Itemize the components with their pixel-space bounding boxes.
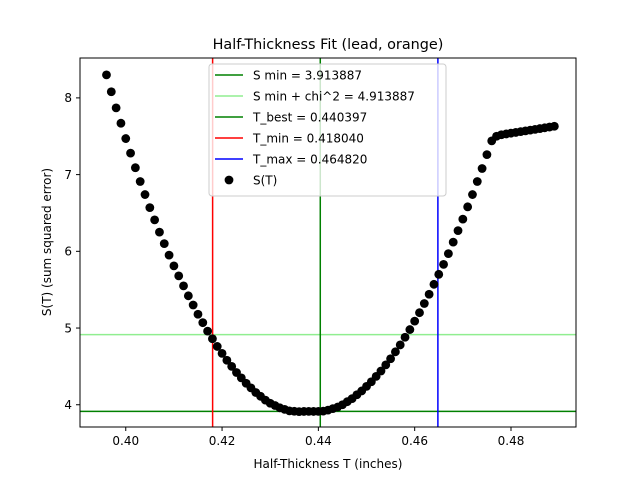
scatter-point [482, 150, 492, 160]
scatter-point [443, 249, 453, 259]
scatter-point [439, 259, 448, 269]
scatter-point [111, 103, 121, 113]
plot-frame [79, 57, 577, 428]
y-tick-label: 6 [64, 245, 72, 259]
x-axis-label: Half-Thickness T (inches) [254, 457, 403, 471]
x-tick-label: 0.44 [305, 434, 332, 448]
y-tick-label: 5 [64, 321, 72, 335]
x-tick-label: 0.42 [209, 434, 236, 448]
scatter-point [458, 214, 468, 224]
y-tick-label: 7 [64, 168, 72, 182]
legend-swatch-marker [224, 175, 234, 185]
scatter-point [468, 190, 477, 199]
scatter-point [106, 87, 116, 97]
scatter-point [424, 289, 434, 299]
legend-label: T_max = 0.464820 [252, 152, 367, 166]
scatter-point [448, 237, 458, 247]
scatter-point [429, 279, 439, 289]
legend-label: S min + chi^2 = 4.913887 [253, 89, 415, 103]
legend-label: T_best = 0.440397 [252, 110, 367, 124]
scatter-point [169, 261, 179, 271]
x-ticks-layer: 0.40 0.42 0.44 0.46 0.48 [112, 427, 524, 448]
scatter-point [126, 148, 135, 158]
scatter-point [376, 366, 386, 376]
scatter-layer [102, 70, 559, 417]
scatter-point [208, 334, 217, 344]
scatter-point [415, 308, 424, 318]
scatter-point [227, 361, 237, 371]
scatter-point [130, 163, 140, 173]
scatter-point [121, 134, 131, 143]
scatter-point [203, 326, 213, 336]
scatter-point [472, 177, 482, 186]
scatter-point [150, 215, 160, 225]
chart-title: Half-Thickness Fit (lead, orange) [213, 37, 444, 53]
x-tick-label: 0.40 [112, 434, 139, 448]
scatter-point [549, 121, 559, 131]
y-axis-label: S(T) (sum squared error) [40, 168, 54, 316]
y-tick-label: 8 [64, 91, 72, 105]
scatter-point [188, 300, 198, 310]
scatter-point [391, 347, 400, 357]
scatter-point [410, 316, 420, 326]
scatter-point [135, 177, 145, 186]
scatter-point [381, 360, 391, 370]
y-ticks-layer: 4 5 6 7 8 [64, 91, 80, 412]
y-tick-label: 4 [64, 398, 72, 412]
scatter-point [155, 227, 164, 237]
scatter-point [193, 309, 203, 319]
legend-label: S min = 3.913887 [253, 68, 362, 82]
scatter-point [198, 318, 208, 328]
scatter-point [386, 354, 396, 364]
scatter-point [434, 269, 444, 279]
scatter-point [217, 348, 227, 358]
scatter-point [164, 250, 174, 260]
scatter-point [102, 70, 111, 80]
legend-label: T_min = 0.418040 [252, 131, 364, 145]
scatter-point [183, 291, 193, 301]
scatter-point [140, 190, 150, 199]
scatter-point [400, 332, 410, 342]
scatter-point [159, 239, 169, 249]
scatter-point [477, 164, 487, 173]
scatter-point [453, 226, 463, 236]
scatter-point [222, 355, 232, 365]
scatter-point [116, 118, 126, 128]
scatter-point [212, 342, 222, 351]
scatter-point [395, 340, 405, 350]
x-tick-label: 0.46 [401, 434, 428, 448]
legend-box [208, 63, 447, 197]
scatter-point [405, 325, 415, 334]
legend: S min = 3.913887 S min + chi^2 = 4.913887… [208, 63, 447, 197]
scatter-point [174, 271, 184, 281]
x-tick-label: 0.48 [498, 434, 525, 448]
scatter-point [419, 299, 429, 308]
scatter-point [179, 281, 188, 291]
scatter-point [145, 203, 155, 212]
legend-label: S(T) [253, 173, 277, 187]
scatter-point [463, 202, 473, 212]
